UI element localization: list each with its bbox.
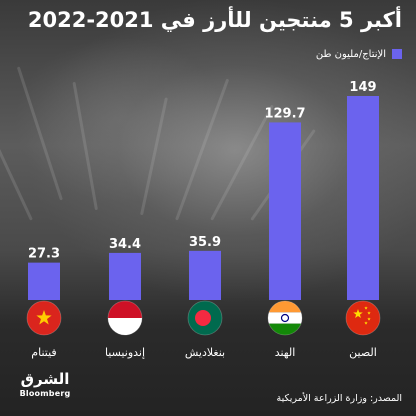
source-note: المصدر: وزارة الزراعة الأمريكية [276, 393, 402, 404]
value-label-bangladesh: 35.9 [189, 235, 221, 250]
category-label-india: الهند [275, 346, 296, 359]
bangladesh-flag-icon [187, 300, 223, 336]
asharq-bloomberg-logo: الشرق Bloomberg [10, 370, 80, 408]
indonesia-flag-icon [107, 300, 143, 336]
category-label-vietnam: فيتنام [31, 346, 56, 359]
bar-bangladesh [189, 250, 221, 300]
india-flag-icon [267, 300, 303, 336]
bar-indonesia [109, 252, 141, 300]
legend: الإنتاج/مليون طن [316, 47, 402, 61]
bar-india [269, 122, 301, 300]
legend-swatch [392, 49, 402, 59]
bar-vietnam [28, 262, 60, 300]
legend-label: الإنتاج/مليون طن [315, 48, 386, 60]
china-flag-icon [345, 300, 381, 336]
chart-title: أكبر 5 منتجين للأرز في 2021-2022 [27, 8, 402, 32]
value-label-indonesia: 34.4 [109, 237, 141, 252]
vietnam-flag-icon [26, 300, 62, 336]
category-label-china: الصين [349, 346, 377, 359]
category-label-bangladesh: بنغلاديش [185, 346, 225, 359]
value-label-vietnam: 27.3 [28, 247, 60, 262]
category-label-indonesia: إندونيسيا [105, 346, 145, 359]
value-label-china: 149 [349, 80, 376, 95]
value-label-india: 129.7 [264, 106, 305, 121]
bar-china [347, 96, 379, 300]
logo-english-text: Bloomberg [19, 389, 71, 398]
logo-arabic-text: الشرق [20, 370, 70, 388]
